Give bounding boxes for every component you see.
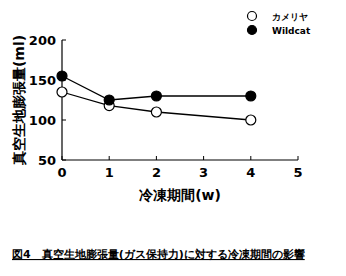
- x-tick: [109, 156, 110, 160]
- legend-label: Wildcat: [272, 26, 311, 36]
- legend-marker: [248, 12, 257, 21]
- y-tick-label: 150: [29, 73, 56, 88]
- legend-label: カメリヤ: [272, 12, 308, 22]
- series-line: [62, 76, 251, 100]
- x-tick-label: 4: [246, 165, 255, 180]
- point: [57, 71, 67, 81]
- x-tick: [250, 156, 251, 160]
- x-tick: [298, 156, 299, 160]
- y-tick-label: 50: [38, 153, 56, 168]
- y-tick: [62, 120, 66, 121]
- x-axis: [62, 159, 298, 160]
- x-tick-label: 5: [293, 165, 302, 180]
- point: [151, 91, 161, 101]
- chart-root: 50 100 150 200 0 1 2 3 4 5 冷凍期間(w) 真空生地膨張量(ml) 図4 真空…: [0, 0, 346, 276]
- x-axis-label: 冷凍期間(w): [139, 187, 221, 203]
- y-tick: [62, 40, 66, 41]
- point: [246, 91, 256, 101]
- x-tick-label: 3: [199, 165, 208, 180]
- caption: 図4 真空生地膨張量(ガス保持力)に対する冷凍期間の影響: [12, 248, 305, 261]
- y-axis: [61, 40, 62, 160]
- x-tick: [156, 156, 157, 160]
- legend-marker: [248, 26, 257, 35]
- x-tick-label: 1: [105, 165, 114, 180]
- point: [151, 107, 161, 117]
- x-tick-label: 2: [152, 165, 161, 180]
- point: [246, 115, 256, 125]
- x-tick-label: 0: [57, 165, 66, 180]
- y-tick-label: 100: [29, 113, 56, 128]
- y-axis-label: 真空生地膨張量(ml): [11, 35, 27, 166]
- y-tick: [62, 160, 66, 161]
- y-tick-label: 200: [29, 33, 56, 48]
- plot-area: [57, 71, 256, 125]
- point: [104, 95, 114, 105]
- chart: 50 100 150 200 0 1 2 3 4 5 冷凍期間(w) 真空生地膨張量(ml) 図4 真空…: [0, 0, 346, 276]
- point: [57, 87, 67, 97]
- x-tick: [62, 156, 63, 160]
- x-tick: [203, 156, 204, 160]
